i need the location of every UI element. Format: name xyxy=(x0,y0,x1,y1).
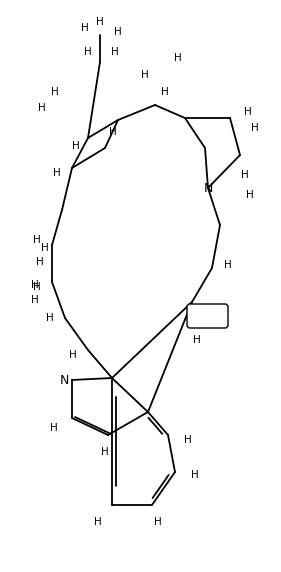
Text: H: H xyxy=(101,447,109,457)
FancyBboxPatch shape xyxy=(187,304,228,328)
Text: H: H xyxy=(36,257,44,267)
Text: H: H xyxy=(38,103,46,113)
Text: H: H xyxy=(33,235,41,245)
Text: N: N xyxy=(203,181,213,194)
Text: H: H xyxy=(81,23,89,33)
Text: H: H xyxy=(53,168,61,178)
Text: H: H xyxy=(69,350,77,360)
Text: H: H xyxy=(251,123,259,133)
Text: H: H xyxy=(193,335,201,345)
Text: H: H xyxy=(211,313,219,323)
Text: H: H xyxy=(109,127,117,137)
Text: Abs: Abs xyxy=(199,311,217,321)
Text: H: H xyxy=(224,260,232,270)
Text: H: H xyxy=(72,141,80,151)
Text: N: N xyxy=(59,374,69,387)
Text: H: H xyxy=(31,295,39,305)
Text: H: H xyxy=(31,280,39,290)
Text: H: H xyxy=(50,423,58,433)
Text: H: H xyxy=(51,87,59,97)
Text: H: H xyxy=(41,243,49,253)
Text: H: H xyxy=(161,87,169,97)
Text: H: H xyxy=(244,107,252,117)
Text: H: H xyxy=(94,517,102,527)
Text: H: H xyxy=(246,190,254,200)
Text: H: H xyxy=(191,470,199,480)
Text: H: H xyxy=(154,517,162,527)
Text: H: H xyxy=(141,70,149,80)
Text: H: H xyxy=(111,47,119,57)
Text: H: H xyxy=(33,282,41,292)
Text: H: H xyxy=(96,17,104,27)
Text: H: H xyxy=(46,313,54,323)
Text: H: H xyxy=(114,27,122,37)
Text: H: H xyxy=(174,53,182,63)
Text: H: H xyxy=(184,435,192,445)
Text: H: H xyxy=(84,47,92,57)
Text: H: H xyxy=(241,170,249,180)
